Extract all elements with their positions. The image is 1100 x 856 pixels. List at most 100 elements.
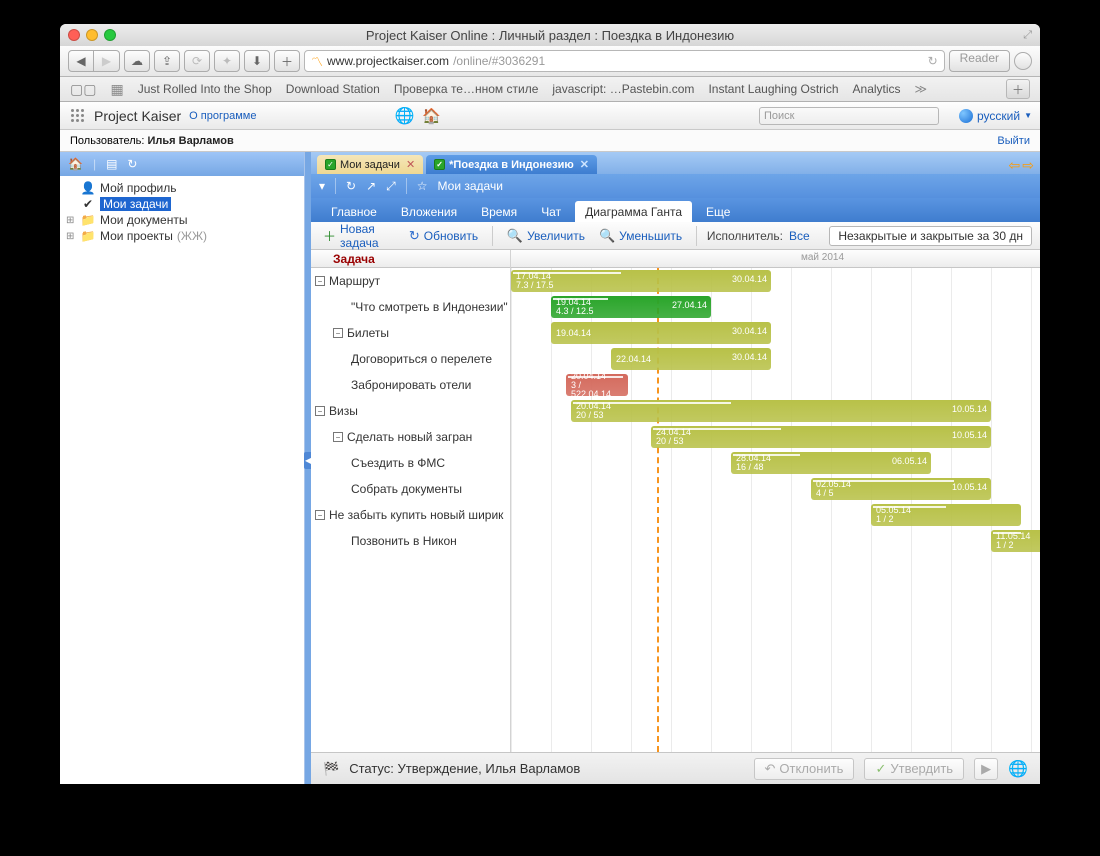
gantt-task-list: Задача −Маршрут"Что смотреть в Индонезии… [311,250,511,752]
nav-tree-item[interactable]: ⊞📁Мои проекты (ЖЖ) [66,228,298,244]
edit-icon[interactable]: 🌐 [1008,759,1028,779]
bookmarks-grid-icon[interactable]: ▦ [110,81,123,98]
nav-tree-item[interactable]: ⊞📁Мои документы [66,212,298,228]
reload-icon[interactable]: ↻ [928,54,938,68]
popout-icon[interactable]: ↗ [366,179,376,193]
user-bar: Пользователь: Илья Варламов Выйти [60,130,1040,152]
gantt-task-row[interactable]: −Визы [311,398,510,424]
nav-next-icon[interactable]: ⇨ [1022,157,1034,174]
sub-tab[interactable]: Главное [321,201,387,222]
about-link[interactable]: О программе [189,110,256,122]
gantt-task-row[interactable]: −Билеты [311,320,510,346]
approve-button[interactable]: ✓Утвердить [864,758,964,780]
gantt-bar[interactable]: 17.04.147.3 / 17.530.04.14 [511,270,771,292]
sub-tab[interactable]: Еще [696,201,740,222]
gantt-task-row[interactable]: Договориться о перелете [311,346,510,372]
next-step-button[interactable]: ▶ [974,758,998,780]
gantt-toolbar: ＋Новая задача ↻Обновить 🔍Увеличить 🔍Умен… [311,222,1040,250]
gantt-bar[interactable]: 02.05.144 / 510.05.14 [811,478,991,500]
logout-link[interactable]: Выйти [997,135,1030,147]
search-input[interactable]: Поиск [759,107,939,125]
bookmark-item[interactable]: Проверка те…нном стиле [394,82,539,96]
menu-dropdown-icon[interactable]: ▾ [319,179,325,193]
gantt-task-row[interactable]: Позвонить в Никон [311,528,510,554]
bookmark-overflow[interactable]: ≫ [915,82,928,96]
url-bar[interactable]: 〽︎ www.projectkaiser.com/online/#3036291… [304,50,945,72]
share-button[interactable]: ⇪ [154,50,180,72]
refresh-icon[interactable]: ↻ [127,157,137,171]
collapse-icon[interactable]: − [315,510,325,520]
collapse-icon[interactable]: − [315,276,325,286]
gantt-bar[interactable]: 11.05.141 / 2 [991,530,1040,552]
language-selector[interactable]: русский ▼ [959,109,1032,123]
assignee-value[interactable]: Все [789,229,810,243]
filter-pill[interactable]: Незакрытые и закрытые за 30 дн [829,226,1032,246]
search-placeholder: Поиск [764,110,794,122]
nav-tree-item[interactable]: 👤Мой профиль [66,180,298,196]
zoom-out-button[interactable]: 🔍Уменьшить [595,228,686,244]
gantt-task-row[interactable]: Забронировать отели [311,372,510,398]
collapse-icon[interactable]: − [315,406,325,416]
bookmark-item[interactable]: Just Rolled Into the Shop [138,82,272,96]
gantt-bar[interactable]: 22.04.1430.04.14 [611,348,771,370]
gantt-bar[interactable]: 20.04.143 / 522.04.14 [566,374,628,396]
globe-icon[interactable]: 🌐 [394,106,414,126]
collapse-icon[interactable]: − [333,432,343,442]
gantt-task-row[interactable]: Собрать документы [311,476,510,502]
doc-tab-my-tasks[interactable]: ✓ Мои задачи ✕ [317,155,423,174]
expand-icon[interactable]: ⤢ [386,179,396,194]
doc-tab-indonesia[interactable]: ✓ *Поездка в Индонезию ✕ [426,155,597,174]
collapse-icon[interactable]: − [333,328,343,338]
breadcrumb[interactable]: Мои задачи [438,179,503,193]
close-tab-icon[interactable]: ✕ [406,158,415,171]
gantt-bar[interactable]: 05.05.141 / 2 [871,504,1021,526]
gantt-bar[interactable]: 19.04.144.3 / 12.527.04.14 [551,296,711,318]
bookmark-item[interactable]: javascript: …Pastebin.com [552,82,694,96]
gantt-chart: Задача −Маршрут"Что смотреть в Индонезии… [311,250,1040,752]
new-tab-button[interactable]: ＋ [1006,79,1030,99]
tree-view-icon[interactable]: ▤ [106,157,117,171]
check-icon: ✓ [434,159,445,170]
star-icon[interactable]: ☆ [417,179,428,193]
bookmark-item[interactable]: Instant Laughing Ostrich [708,82,838,96]
nav-prev-icon[interactable]: ⇦ [1009,157,1021,174]
bookmark-item[interactable]: Analytics [853,82,901,96]
bookmarks-book-icon[interactable]: ▢▢ [70,81,96,98]
refresh-icon[interactable]: ↻ [346,179,356,193]
back-button[interactable]: ◀ [68,50,94,72]
forward-button[interactable]: ▶ [94,50,120,72]
extension-button[interactable]: ✦ [214,50,240,72]
doc-tab-label: Мои задачи [340,159,400,171]
progress-spinner [1014,52,1032,70]
gantt-task-row[interactable]: Съездить в ФМС [311,450,510,476]
gantt-bar[interactable]: 19.04.1430.04.14 [551,322,771,344]
downloads-button[interactable]: ⬇ [244,50,270,72]
gantt-task-row[interactable]: "Что смотреть в Индонезии" [311,294,510,320]
gantt-bar[interactable]: 20.04.1420 / 5310.05.14 [571,400,991,422]
gantt-task-row[interactable]: −Маршрут [311,268,510,294]
gantt-task-row[interactable]: −Не забыть купить новый ширик [311,502,510,528]
bookmark-item[interactable]: Download Station [286,82,380,96]
icloud-tabs-button[interactable]: ☁︎ [124,50,150,72]
new-task-button[interactable]: ＋Новая задача [319,222,399,250]
gantt-bar[interactable]: 28.04.1416 / 4806.05.14 [731,452,931,474]
reader-button[interactable]: Reader [949,50,1010,72]
sub-tab[interactable]: Вложения [391,201,467,222]
refresh-button[interactable]: ↻Обновить [405,228,482,244]
undo-icon: ↶ [765,761,776,777]
reject-button[interactable]: ↶Отклонить [754,758,855,780]
gantt-bar[interactable]: 24.04.1420 / 5310.05.14 [651,426,991,448]
sub-tab[interactable]: Чат [531,201,571,222]
sub-tab[interactable]: Время [471,201,527,222]
zoom-in-button[interactable]: 🔍Увеличить [503,228,589,244]
check-icon: ✓ [325,159,336,170]
nav-tree-item[interactable]: ✔Мои задачи [66,196,298,212]
add-bookmark-button[interactable]: ＋ [274,50,300,72]
gantt-task-row[interactable]: −Сделать новый загран [311,424,510,450]
sub-tab[interactable]: Диаграмма Ганта [575,201,692,222]
close-tab-icon[interactable]: ✕ [580,158,589,171]
home-icon[interactable]: 🏠 [68,157,83,171]
home-icon[interactable]: 🏠 [422,107,441,125]
gantt-timeline[interactable]: май 2014 17.04.147.3 / 17.530.04.1419.04… [511,250,1040,752]
reload-button[interactable]: ⟳ [184,50,210,72]
